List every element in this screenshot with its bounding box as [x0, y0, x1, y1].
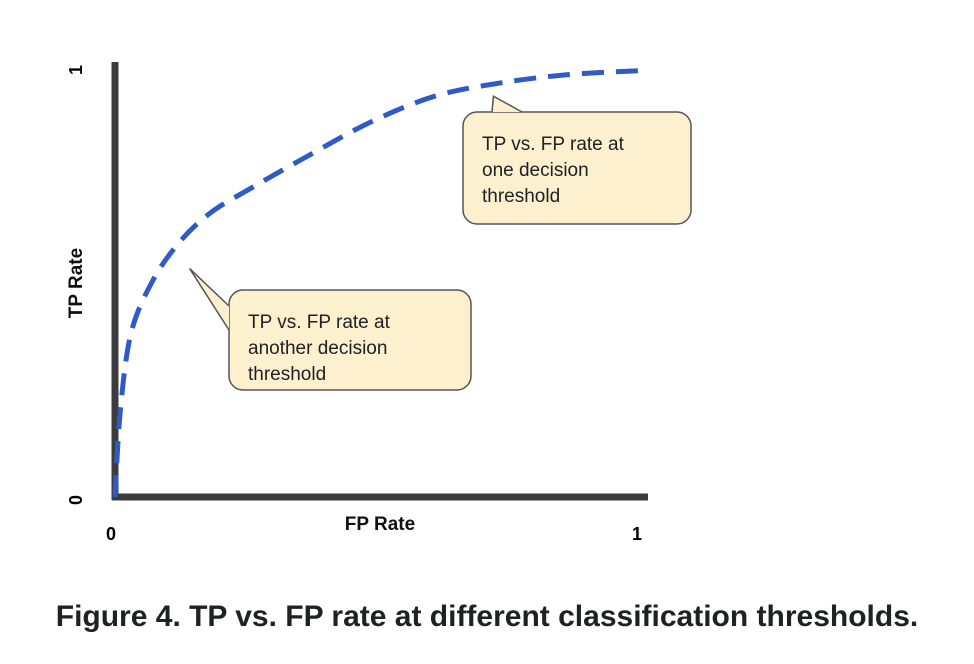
- axes: [111, 62, 648, 501]
- callout-1-pointer-edge: [491, 94, 523, 113]
- y-tick-1: 1: [66, 65, 86, 75]
- callout-2-line-3: threshold: [248, 364, 326, 385]
- x-axis-label: FP Rate: [345, 514, 415, 535]
- y-tick-0: 0: [66, 495, 86, 505]
- callout-1-line-2: one decision: [482, 160, 589, 181]
- x-tick-0: 0: [106, 524, 116, 544]
- callout-2-pointer-edge: [188, 268, 230, 331]
- callout-1: TP vs. FP rate at one decision threshold: [462, 94, 692, 225]
- roc-curve-line: [112, 67, 649, 498]
- x-tick-1: 1: [632, 524, 642, 544]
- callout-1-line-3: threshold: [482, 186, 560, 207]
- callout-2: TP vs. FP rate at another decision thresho…: [188, 268, 472, 391]
- callout-2-box: [228, 289, 472, 391]
- figure-caption: Figure 4. TP vs. FP rate at different cl…: [55, 600, 919, 633]
- callout-1-box: [462, 111, 692, 225]
- y-axis-label: TP Rate: [66, 248, 87, 318]
- callout-1-line-1: TP vs. FP rate at: [482, 134, 625, 155]
- callout-2-line-2: another decision: [248, 338, 387, 359]
- callout-2-line-1: TP vs. FP rate at: [248, 312, 391, 333]
